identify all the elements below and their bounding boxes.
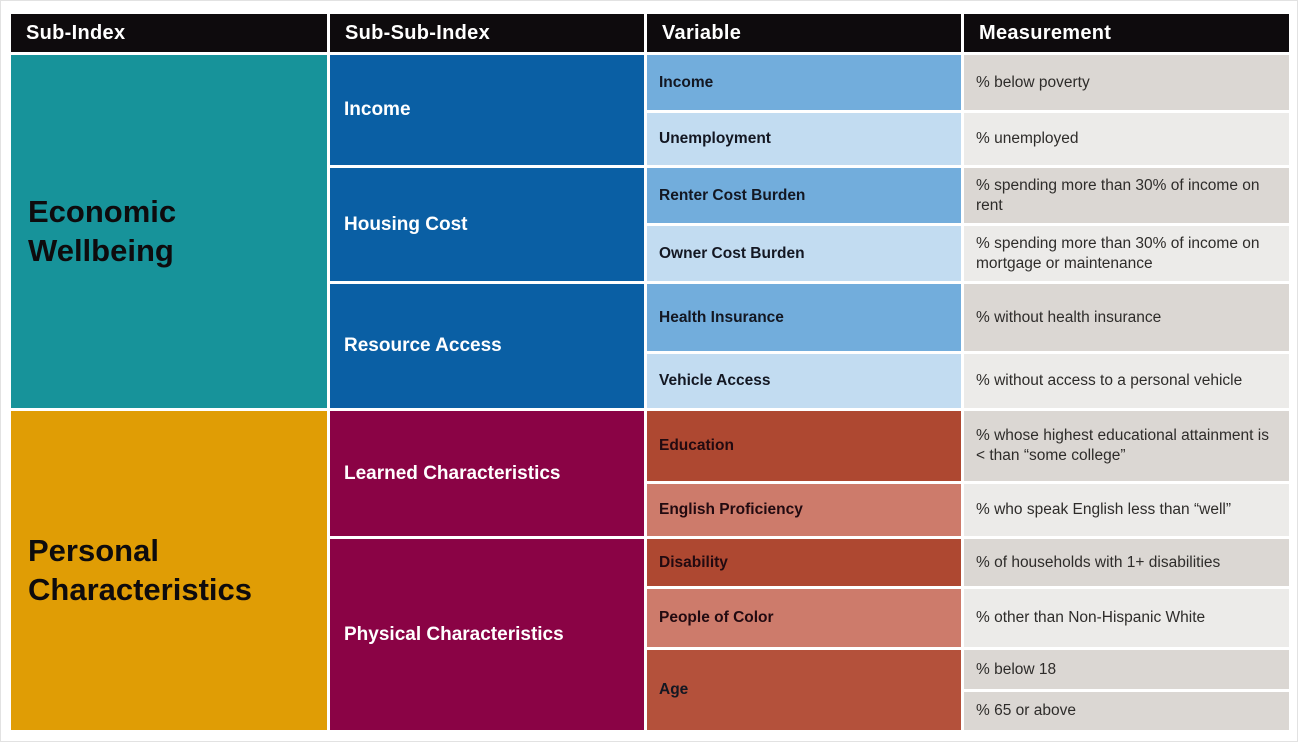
- cell-sub-sub-income: Income: [330, 55, 644, 165]
- cell-variable-english-proficiency: English Proficiency: [647, 484, 961, 536]
- cell-variable-health-insurance: Health Insurance: [647, 284, 961, 351]
- cell-variable-owner-cost-burden: Owner Cost Burden: [647, 226, 961, 281]
- cell-measurement-no-vehicle: % without access to a personal vehicle: [964, 354, 1289, 408]
- cell-measurement-unemployed: % unemployed: [964, 113, 1289, 165]
- cell-sub-sub-resource-access: Resource Access: [330, 284, 644, 408]
- header-variable: Variable: [647, 14, 961, 52]
- header-measurement: Measurement: [964, 14, 1289, 52]
- cell-measurement-non-hispanic-white: % other than Non-Hispanic White: [964, 589, 1289, 647]
- cell-variable-education: Education: [647, 411, 961, 481]
- header-sub-index: Sub-Index: [11, 14, 327, 52]
- cell-sub-index-personal-characteristics: Personal Characteristics: [11, 411, 327, 730]
- cell-variable-income: Income: [647, 55, 961, 110]
- cell-measurement-english-less-than-well: % who speak English less than “well”: [964, 484, 1289, 536]
- cell-measurement-education-attainment: % whose highest educational attainment i…: [964, 411, 1289, 481]
- cell-variable-age: Age: [647, 650, 961, 730]
- cell-measurement-65-or-above: % 65 or above: [964, 692, 1289, 730]
- cell-sub-sub-learned-characteristics: Learned Characteristics: [330, 411, 644, 536]
- cell-variable-disability: Disability: [647, 539, 961, 586]
- cell-measurement-mortgage-burden: % spending more than 30% of income on mo…: [964, 226, 1289, 281]
- cell-measurement-no-health-insurance: % without health insurance: [964, 284, 1289, 351]
- cell-measurement-rent-burden: % spending more than 30% of income on re…: [964, 168, 1289, 223]
- cell-variable-vehicle-access: Vehicle Access: [647, 354, 961, 408]
- cell-measurement-disabilities: % of households with 1+ disabilities: [964, 539, 1289, 586]
- cell-measurement-below-poverty: % below poverty: [964, 55, 1289, 110]
- header-sub-sub-index: Sub-Sub-Index: [330, 14, 644, 52]
- cell-sub-sub-housing-cost: Housing Cost: [330, 168, 644, 281]
- cell-sub-sub-physical-characteristics: Physical Characteristics: [330, 539, 644, 730]
- cell-measurement-below-18: % below 18: [964, 650, 1289, 689]
- cell-variable-unemployment: Unemployment: [647, 113, 961, 165]
- index-variable-table: Sub-Index Sub-Sub-Index Variable Measure…: [11, 14, 1289, 730]
- cell-variable-renter-cost-burden: Renter Cost Burden: [647, 168, 961, 223]
- cell-sub-index-economic-wellbeing: Economic Wellbeing: [11, 55, 327, 408]
- cell-variable-people-of-color: People of Color: [647, 589, 961, 647]
